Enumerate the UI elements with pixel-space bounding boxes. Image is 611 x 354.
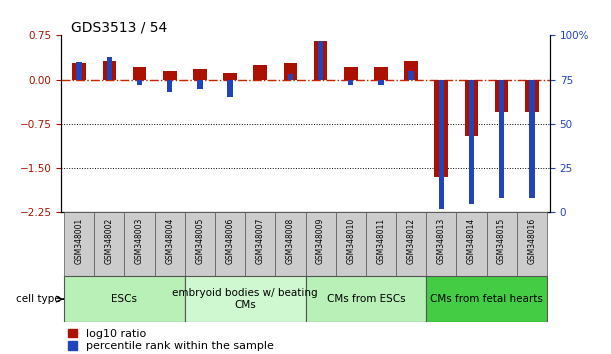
Text: cell type: cell type <box>16 294 60 304</box>
Text: GSM348005: GSM348005 <box>196 217 205 264</box>
Bar <box>374 67 388 80</box>
Text: GSM348014: GSM348014 <box>467 217 476 264</box>
Text: GSM348004: GSM348004 <box>165 217 174 264</box>
Bar <box>314 41 327 80</box>
Bar <box>464 80 478 136</box>
Bar <box>335 212 366 276</box>
Text: embryoid bodies w/ beating
CMs: embryoid bodies w/ beating CMs <box>172 288 318 310</box>
Bar <box>439 80 444 209</box>
Text: GSM348002: GSM348002 <box>105 217 114 264</box>
Text: GSM348011: GSM348011 <box>376 217 386 264</box>
Text: GSM348010: GSM348010 <box>346 217 355 264</box>
Text: GSM348016: GSM348016 <box>527 217 536 264</box>
Bar <box>107 57 112 80</box>
Bar <box>227 80 233 97</box>
Bar <box>426 276 547 322</box>
Bar <box>94 212 125 276</box>
Bar <box>185 276 306 322</box>
Bar <box>517 212 547 276</box>
Text: GSM348009: GSM348009 <box>316 217 325 264</box>
Bar <box>137 80 142 85</box>
Bar <box>64 276 185 322</box>
Bar <box>469 80 474 204</box>
Text: CMs from fetal hearts: CMs from fetal hearts <box>430 294 543 304</box>
Bar <box>197 80 203 88</box>
Bar <box>245 212 276 276</box>
Bar <box>434 80 448 177</box>
Bar <box>193 69 207 80</box>
Bar <box>288 74 293 80</box>
Bar <box>64 212 94 276</box>
Bar <box>133 67 147 80</box>
Bar <box>103 61 116 80</box>
Bar <box>167 80 172 92</box>
Text: GSM348012: GSM348012 <box>406 217 415 264</box>
Text: GSM348001: GSM348001 <box>75 217 84 264</box>
Bar <box>185 212 215 276</box>
Text: GSM348006: GSM348006 <box>225 217 235 264</box>
Bar <box>378 80 384 85</box>
Bar <box>73 63 86 80</box>
Bar <box>215 212 245 276</box>
Bar <box>396 212 426 276</box>
Text: ESCs: ESCs <box>111 294 137 304</box>
Bar <box>306 212 335 276</box>
Text: CMs from ESCs: CMs from ESCs <box>326 294 405 304</box>
Bar <box>456 212 486 276</box>
Bar <box>163 71 177 80</box>
Bar <box>155 212 185 276</box>
Bar <box>529 80 535 198</box>
Bar <box>525 80 538 112</box>
Bar <box>276 212 306 276</box>
Legend: log10 ratio, percentile rank within the sample: log10 ratio, percentile rank within the … <box>67 328 274 352</box>
Bar <box>76 62 82 80</box>
Bar <box>306 276 426 322</box>
Bar <box>366 212 396 276</box>
Bar <box>284 63 297 80</box>
Bar <box>254 65 267 80</box>
Bar <box>499 80 504 198</box>
Bar <box>344 67 357 80</box>
Bar <box>223 73 237 80</box>
Text: GSM348003: GSM348003 <box>135 217 144 264</box>
Bar <box>408 71 414 80</box>
Bar <box>486 212 517 276</box>
Text: GSM348007: GSM348007 <box>256 217 265 264</box>
Text: GSM348008: GSM348008 <box>286 217 295 264</box>
Text: GSM348015: GSM348015 <box>497 217 506 264</box>
Bar <box>404 61 418 80</box>
Bar <box>318 41 323 80</box>
Bar <box>348 80 354 85</box>
Bar <box>495 80 508 112</box>
Text: GSM348013: GSM348013 <box>437 217 446 264</box>
Text: GDS3513 / 54: GDS3513 / 54 <box>71 20 167 34</box>
Bar <box>125 212 155 276</box>
Bar <box>426 212 456 276</box>
